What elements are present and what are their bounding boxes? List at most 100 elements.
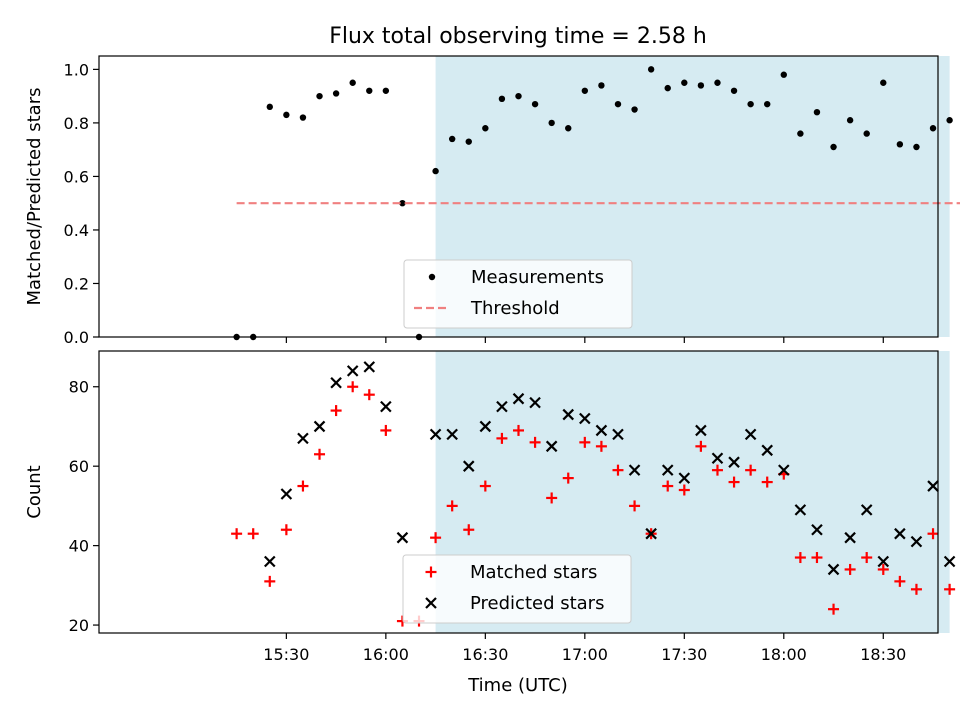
predicted-star-point xyxy=(479,420,492,433)
predicted-star-point xyxy=(927,480,939,492)
matched-star-point xyxy=(745,464,757,476)
predicted-star-point xyxy=(396,531,409,544)
axes-frame xyxy=(98,55,939,338)
measurement-point xyxy=(846,117,854,124)
axes-frame xyxy=(98,350,939,634)
predicted-starsseries xyxy=(264,361,956,576)
predicted-star-point xyxy=(894,527,906,540)
measurement-point xyxy=(929,125,937,132)
matched-star-point xyxy=(231,528,243,540)
legend-box xyxy=(403,259,633,329)
predicted-star-point xyxy=(811,523,823,536)
x-tick-label: 16:30 xyxy=(462,645,508,664)
measurement-point xyxy=(448,135,456,143)
y-tick-label: 40 xyxy=(69,537,89,556)
measurement-point xyxy=(830,143,837,151)
matched-star-point xyxy=(944,583,956,595)
predicted-star-point xyxy=(380,400,392,413)
measurement-point xyxy=(349,79,356,86)
measurement-point xyxy=(896,141,904,148)
y-axis-label: Count xyxy=(24,465,45,518)
matched-star-point xyxy=(794,552,806,564)
measurement-point xyxy=(515,92,522,100)
measurement-point xyxy=(664,84,671,92)
predicted-star-point xyxy=(860,504,873,516)
predicted-star-point xyxy=(330,376,342,389)
predicted-star-point xyxy=(910,535,923,548)
predicted-star-point xyxy=(711,452,724,465)
matched-star-point xyxy=(380,424,392,436)
predicted-star-point xyxy=(678,472,691,484)
matched-star-point xyxy=(363,389,375,401)
y-tick-label: 20 xyxy=(69,616,89,635)
matched-star-point xyxy=(877,563,889,575)
matched-star-point xyxy=(280,524,292,536)
matched-star-point xyxy=(728,476,740,488)
matched-star-point xyxy=(910,583,922,595)
predicted-star-point xyxy=(529,396,541,409)
measurement-point xyxy=(764,100,771,108)
matched-star-point xyxy=(612,464,624,476)
legend-label: Threshold xyxy=(470,298,560,319)
x-tick-label: 17:30 xyxy=(661,645,707,664)
predicted-star-point xyxy=(562,408,575,421)
predicted-star-point xyxy=(827,563,840,576)
predicted-star-point xyxy=(579,412,591,425)
matched-star-point xyxy=(595,440,607,452)
matched-star-point xyxy=(479,480,491,492)
measurement-point xyxy=(946,117,953,124)
matched-star-point xyxy=(546,492,558,504)
legend: Measurements Threshold xyxy=(403,259,633,329)
y-tick-label: 0.0 xyxy=(64,328,89,347)
measurement-point xyxy=(880,79,887,86)
predicted-star-point xyxy=(877,555,890,568)
matched-star-point xyxy=(811,552,823,564)
predicted-star-point xyxy=(512,392,525,405)
measurement-point xyxy=(631,106,638,113)
y-axis-label: Matched/Predicted stars xyxy=(24,88,45,306)
predicted-star-point xyxy=(695,424,707,437)
predicted-star-point xyxy=(844,531,856,544)
measurement-point xyxy=(498,95,506,103)
matched-star-point xyxy=(894,575,906,587)
chart-title: Flux total observing time = 2.58 h xyxy=(329,24,707,49)
x-tick-label: 17:00 xyxy=(562,645,608,664)
matched-star-point xyxy=(678,484,690,496)
matched-star-point xyxy=(314,448,326,460)
y-tick-label: 60 xyxy=(69,457,89,476)
matched-star-point xyxy=(562,472,574,484)
predicted-star-point xyxy=(628,464,641,476)
predicted-star-point xyxy=(313,420,326,433)
legend-box xyxy=(402,554,632,624)
legend-measurement-marker xyxy=(428,273,436,281)
measurement-point xyxy=(332,90,340,97)
legend-label: Matched stars xyxy=(470,562,597,583)
measurement-point xyxy=(482,125,489,132)
x-tick-label: 18:00 xyxy=(761,645,807,664)
y-tick-label: 0.8 xyxy=(64,114,89,133)
measurement-point xyxy=(283,111,290,119)
predicted-star-point xyxy=(363,361,376,373)
predicted-star-point xyxy=(496,400,508,413)
y-tick-label: 80 xyxy=(69,378,89,397)
measurementsseries xyxy=(233,66,953,341)
ratio-panel: 0.0 0.2 0.4 0.6 0.8 1.0 Matched/Predicted star… xyxy=(24,55,960,347)
measurement-point xyxy=(531,100,539,108)
matched-star-point xyxy=(347,381,359,393)
measurement-point xyxy=(316,92,323,100)
measurement-point xyxy=(565,125,572,132)
measurement-point xyxy=(780,71,787,78)
matched-star-point xyxy=(247,528,259,540)
predicted-star-point xyxy=(595,424,608,437)
measurement-point xyxy=(913,143,920,151)
matched-star-point xyxy=(513,424,524,436)
matched-star-point xyxy=(662,480,674,492)
predicted-star-point xyxy=(728,456,740,468)
measurement-point xyxy=(548,119,555,127)
predicted-star-point xyxy=(744,428,757,441)
legend: Matched stars Predicted stars xyxy=(402,554,632,624)
measurement-point xyxy=(266,103,273,111)
measurement-point xyxy=(863,130,870,137)
measurement-point xyxy=(797,130,804,137)
